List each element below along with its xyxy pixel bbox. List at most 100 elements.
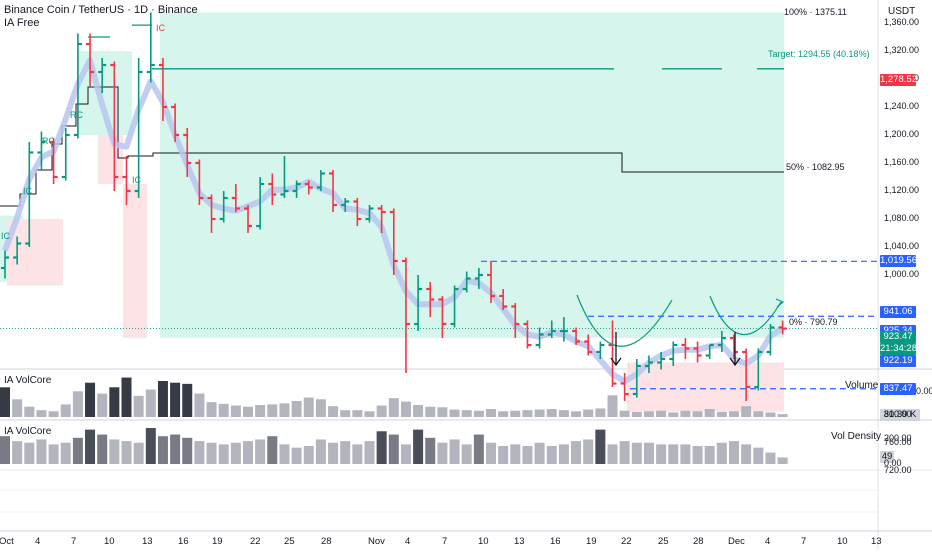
- ic-label: IC: [1, 231, 10, 241]
- price-tick-label: 1,240.00: [884, 101, 920, 111]
- price-tick-label: 1,000.00: [884, 269, 920, 279]
- volume-bar: [218, 403, 229, 417]
- time-tick-label: 28: [321, 536, 332, 547]
- volume-bar: [157, 381, 168, 417]
- density-bar: [376, 431, 387, 464]
- time-tick-label: 22: [250, 536, 261, 547]
- density-bar: [619, 441, 630, 464]
- volume-bar: [473, 410, 484, 417]
- density-bar: [388, 434, 399, 464]
- rc-label: RC: [42, 136, 55, 146]
- price-tag: 21:34:28: [880, 342, 917, 355]
- symbol-title[interactable]: Binance Coin / TetherUS · 1D · Binance: [4, 4, 198, 16]
- volume-bar: [534, 409, 545, 417]
- ic-label: IC: [156, 23, 165, 33]
- volume-bar: [716, 411, 727, 417]
- volume-bar: [364, 411, 375, 417]
- time-tick-label: 13: [871, 536, 882, 547]
- density-bar: [631, 442, 642, 464]
- volume-bar: [291, 401, 302, 417]
- time-tick-label: 7: [801, 536, 807, 547]
- volume-pane-title[interactable]: IA VolCore: [4, 375, 52, 386]
- density-bar: [729, 441, 739, 464]
- volume-bar: [486, 409, 496, 417]
- volume-bar: [413, 405, 424, 417]
- density-bar: [546, 446, 557, 464]
- density-bar: [716, 442, 727, 464]
- time-tick-label: 4: [35, 536, 41, 547]
- density-bar: [315, 439, 326, 464]
- density-bar: [364, 441, 375, 464]
- time-tick-label: 7: [71, 536, 77, 547]
- density-bar: [182, 437, 193, 464]
- volume-pane-name: Volume: [845, 380, 879, 391]
- price-tick-label: 800.00: [884, 409, 912, 419]
- volume-bar: [449, 409, 460, 417]
- volume-bar: [498, 411, 509, 417]
- volume-bar: [376, 405, 387, 417]
- density-bar: [157, 436, 168, 464]
- density-bar: [753, 447, 764, 464]
- arrow-head-icon: [775, 298, 785, 308]
- price-tick-label: 1,160.00: [884, 157, 920, 167]
- target-zone: [160, 12, 784, 338]
- volume-bar: [595, 408, 606, 417]
- density-bar: [449, 439, 460, 464]
- density-bar: [303, 446, 314, 464]
- volume-bar: [230, 405, 241, 417]
- volume-bar: [315, 399, 326, 417]
- volume-bar: [425, 406, 436, 417]
- density-bar: [486, 442, 496, 464]
- density-bar: [510, 444, 521, 464]
- price-tick-label: 1,120.00: [884, 185, 920, 195]
- density-bar: [36, 439, 47, 464]
- volume-bar: [194, 393, 205, 417]
- demand-zone: [627, 362, 784, 412]
- density-bar: [121, 441, 132, 464]
- volume-bar: [267, 404, 278, 417]
- fib-top-label: 100% · 1375.11: [784, 7, 847, 17]
- volume-bar: [388, 398, 399, 417]
- density-pane-title[interactable]: IA VolCore: [4, 426, 52, 437]
- density-bar: [133, 442, 144, 464]
- cup-curve: [576, 294, 673, 347]
- density-bar: [473, 434, 484, 464]
- volume-bar: [352, 410, 363, 417]
- density-bar: [643, 442, 654, 464]
- time-tick-label: 10: [478, 536, 489, 547]
- volume-bar: [97, 393, 108, 417]
- volume-bar: [619, 410, 630, 417]
- price-tag: 837.47: [880, 382, 916, 395]
- trailing-stop-line: [0, 86, 784, 207]
- density-bar: [534, 442, 545, 464]
- ic-label: IC: [132, 175, 141, 185]
- volume-bar: [133, 395, 144, 417]
- price-tag: 1,278.52: [880, 74, 917, 87]
- volume-bar: [607, 395, 618, 417]
- density-bar: [352, 444, 363, 464]
- density-bar: [656, 444, 667, 464]
- density-value: 49: [880, 451, 894, 463]
- time-tick-label: Oct: [0, 536, 14, 547]
- density-bar: [777, 457, 788, 464]
- volume-value: 31.39 K: [880, 409, 920, 421]
- indicator-label[interactable]: IA Free: [4, 17, 40, 29]
- volume-bar: [571, 411, 582, 417]
- volume-bar: [0, 387, 10, 417]
- volume-bar: [328, 406, 339, 417]
- volume-bar: [243, 406, 253, 417]
- volume-bar: [753, 411, 764, 417]
- density-bar: [595, 429, 606, 464]
- time-tick-label: 16: [550, 536, 561, 547]
- rc-label: RC: [70, 110, 83, 120]
- density-bar: [243, 441, 253, 464]
- time-tick-label: 19: [212, 536, 223, 547]
- volume-bar: [461, 410, 472, 417]
- density-bar: [12, 441, 23, 464]
- time-tick-label: 7: [442, 536, 448, 547]
- density-bar: [413, 429, 424, 464]
- order-block-zone: [7, 219, 63, 286]
- price-tick-label: 1,040.00: [884, 241, 920, 251]
